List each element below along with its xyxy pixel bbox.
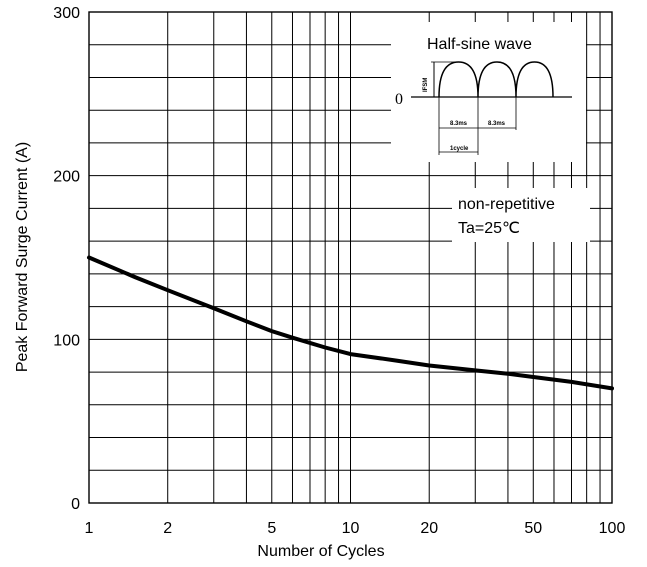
x-tick-label: 1 — [85, 520, 94, 537]
tick-labels: 1 2 5 10 20 50 100 0 100 200 300 — [53, 5, 625, 537]
inset-cycle-label: 1cycle — [450, 146, 469, 152]
condition-annotation: non-repetitive Ta=25℃ — [452, 188, 590, 242]
y-axis-label: Peak Forward Surge Current (A) — [14, 142, 31, 372]
y-tick-label: 200 — [53, 169, 80, 186]
surge-current-curve — [87, 255, 614, 391]
inset-period-2-label: 8.3ms — [488, 121, 506, 127]
condition-line-1: non-repetitive — [458, 196, 555, 213]
plot-frame — [88, 11, 613, 504]
inset-period-1-label: 8.3ms — [450, 121, 468, 127]
x-tick-label: 100 — [599, 520, 626, 537]
condition-line-2: Ta=25℃ — [458, 220, 520, 237]
series-layer — [87, 255, 614, 391]
inset-zero-label: 0 — [395, 91, 403, 108]
condition-background — [452, 188, 590, 242]
x-tick-label: 50 — [524, 520, 542, 537]
x-tick-label: 2 — [163, 520, 172, 537]
inset-half-sine-wave — [438, 61, 554, 98]
y-tick-label: 300 — [53, 5, 80, 22]
y-tick-label: 100 — [53, 332, 80, 349]
x-tick-label: 10 — [342, 520, 360, 537]
x-tick-label: 5 — [267, 520, 276, 537]
inset-title: Half-sine wave — [427, 36, 532, 53]
half-sine-inset: Half-sine wave 0 IFSM 8.3ms 8.3ms 1cycle — [391, 22, 586, 162]
y-tick-label: 0 — [71, 496, 80, 513]
x-axis-label: Number of Cycles — [257, 543, 384, 560]
x-tick-label: 20 — [420, 520, 438, 537]
inset-ifsm-label: IFSM — [423, 78, 429, 92]
